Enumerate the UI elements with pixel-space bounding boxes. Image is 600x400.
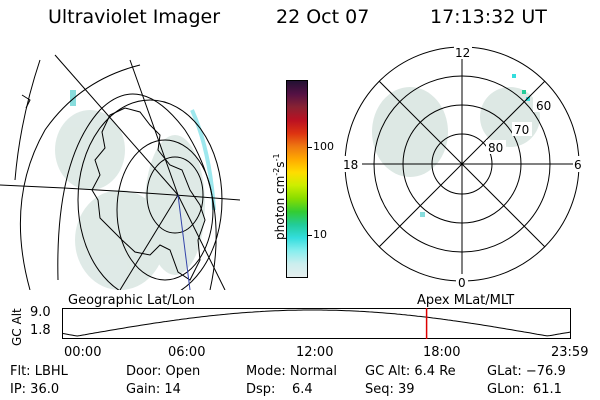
mlat-label-80: 80 <box>488 141 503 155</box>
info-ip: IP: 36.0 <box>10 382 60 397</box>
altitude-tick-9: 9.0 <box>30 305 51 320</box>
colorbar-gradient <box>287 81 307 277</box>
meridian <box>119 194 179 290</box>
latitude-circle-2 <box>116 139 214 281</box>
altitude-tick-1-8: 1.8 <box>30 323 51 338</box>
altitude-plot <box>62 308 571 339</box>
meridian <box>177 194 226 290</box>
apex-caption: Apex MLat/MLT <box>417 293 515 308</box>
polar-diagonal <box>378 80 546 248</box>
aurora-spot <box>526 97 530 101</box>
info-glat: GLat: −76.9 <box>487 364 566 379</box>
time-tick-2359: 23:59 <box>551 345 589 360</box>
meridian <box>129 59 179 196</box>
aurora-spot <box>522 90 526 94</box>
info-gc-alt: GC Alt: 6.4 Re <box>365 364 456 379</box>
time-tick-1800: 18:00 <box>423 345 461 360</box>
earth-limb <box>19 64 141 290</box>
colorbar <box>286 80 308 278</box>
altitude-axis-label: GC Alt <box>10 308 24 346</box>
info-dsp: Dsp: 6.4 <box>246 382 313 397</box>
globe-outline <box>57 93 217 290</box>
mlt-label-6: 6 <box>574 158 582 172</box>
latitude-circle-3 <box>146 156 204 234</box>
time-tick-0600: 06:00 <box>168 345 206 360</box>
polar-plot: 12 0 18 6 60 70 80 <box>340 45 585 290</box>
mlt-label-12: 12 <box>455 46 470 60</box>
colorbar-tick <box>307 147 312 148</box>
aurora-spot <box>512 74 516 78</box>
altitude-plot-frame <box>62 308 571 339</box>
mlat-label-70: 70 <box>514 123 529 137</box>
equator-line <box>0 184 240 201</box>
mlt-label-18: 18 <box>343 158 358 172</box>
satellite-track <box>177 194 191 290</box>
colorbar-tick-100: 100 <box>313 140 334 153</box>
colorbar-tick-10: 10 <box>313 228 327 241</box>
geographic-map <box>0 54 240 290</box>
latitude-circle-1 <box>77 99 223 290</box>
info-gain: Gain: 14 <box>126 382 181 397</box>
altitude-curve <box>62 309 571 337</box>
colorbar-tick <box>307 235 312 236</box>
instrument-title: Ultraviolet Imager <box>48 6 221 28</box>
info-seq: Seq: 39 <box>365 382 415 397</box>
time-label: 17:13:32 UT <box>430 6 547 28</box>
aurora-spot <box>420 212 425 217</box>
airglow-emission <box>55 110 205 290</box>
info-glon: GLon: 61.1 <box>487 382 562 397</box>
time-tick-0000: 00:00 <box>64 345 102 360</box>
limb-arc <box>14 59 41 181</box>
info-filter: Flt: LBHL <box>10 364 68 379</box>
mlt-label-0: 0 <box>458 276 466 290</box>
geographic-caption: Geographic Lat/Lon <box>68 293 195 308</box>
meridian <box>54 54 179 196</box>
time-tick-1200: 12:00 <box>296 345 334 360</box>
info-door: Door: Open <box>126 364 201 379</box>
colorbar-unit-label: photon cm-2s-1 <box>272 153 287 240</box>
coastline <box>21 94 31 109</box>
mlat-label-60: 60 <box>536 99 551 113</box>
date-label: 22 Oct 07 <box>276 6 370 28</box>
info-mode: Mode: Normal <box>246 364 337 379</box>
continent-outline <box>91 107 206 281</box>
aurora-spot <box>70 90 76 106</box>
